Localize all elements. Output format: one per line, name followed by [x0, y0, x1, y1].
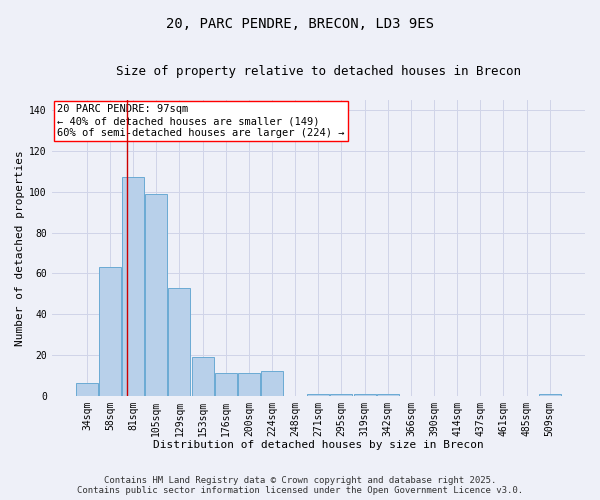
- Bar: [215, 374, 237, 396]
- Y-axis label: Number of detached properties: Number of detached properties: [15, 150, 25, 346]
- Bar: [122, 178, 144, 396]
- Bar: [191, 357, 214, 396]
- Title: Size of property relative to detached houses in Brecon: Size of property relative to detached ho…: [116, 65, 521, 78]
- X-axis label: Distribution of detached houses by size in Brecon: Distribution of detached houses by size …: [153, 440, 484, 450]
- Bar: [539, 394, 561, 396]
- Bar: [331, 394, 352, 396]
- Bar: [261, 371, 283, 396]
- Bar: [76, 384, 98, 396]
- Bar: [307, 394, 329, 396]
- Bar: [145, 194, 167, 396]
- Bar: [169, 288, 190, 396]
- Bar: [238, 374, 260, 396]
- Bar: [99, 267, 121, 396]
- Text: 20 PARC PENDRE: 97sqm
← 40% of detached houses are smaller (149)
60% of semi-det: 20 PARC PENDRE: 97sqm ← 40% of detached …: [57, 104, 344, 138]
- Text: Contains HM Land Registry data © Crown copyright and database right 2025.
Contai: Contains HM Land Registry data © Crown c…: [77, 476, 523, 495]
- Bar: [353, 394, 376, 396]
- Text: 20, PARC PENDRE, BRECON, LD3 9ES: 20, PARC PENDRE, BRECON, LD3 9ES: [166, 18, 434, 32]
- Bar: [377, 394, 399, 396]
